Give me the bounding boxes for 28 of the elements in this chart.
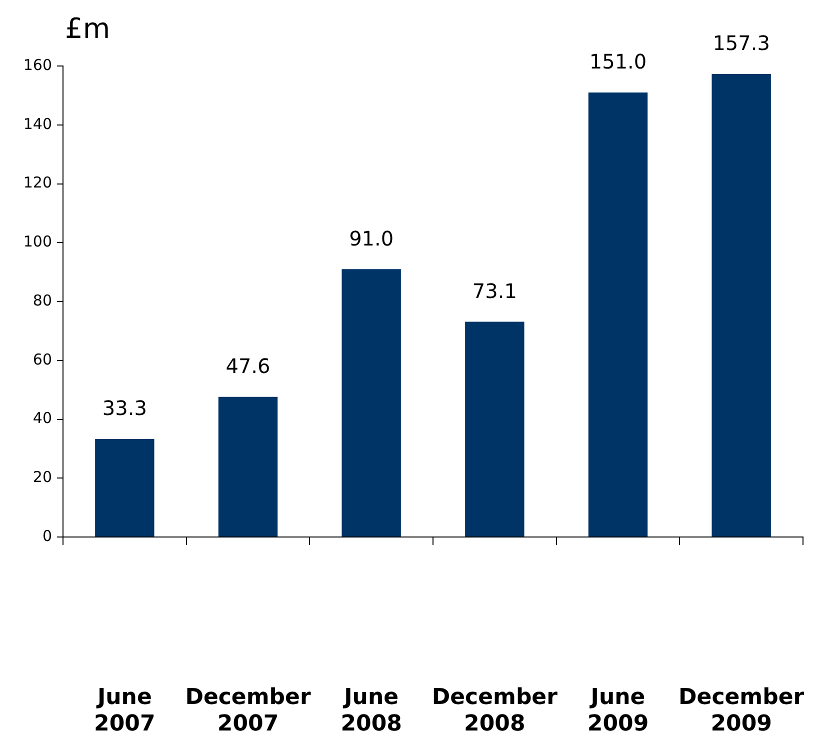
data-label: 33.3 [102, 396, 147, 420]
bar [218, 396, 278, 536]
y-tick-label: 20 [32, 468, 52, 486]
bar [465, 322, 524, 536]
x-tick-label: December 2007 [185, 684, 311, 736]
bar [712, 74, 771, 536]
bar [588, 92, 648, 536]
x-tick-label: June 2009 [587, 684, 649, 736]
y-tick-label: 120 [23, 174, 52, 192]
bar [95, 438, 154, 536]
y-tick-label: 140 [23, 114, 52, 133]
data-label: 157.3 [712, 31, 770, 56]
x-tick-label: December 2009 [678, 684, 804, 736]
y-tick-label: 40 [32, 409, 52, 428]
x-tick-label: December 2008 [432, 684, 558, 736]
data-label: 91.0 [349, 226, 394, 250]
y-axis-title: £m [65, 12, 110, 45]
y-tick-label: 160 [23, 56, 52, 74]
y-tick-label: 0 [42, 526, 52, 545]
y-tick-label: 60 [32, 350, 52, 368]
data-label: 73.1 [472, 279, 517, 304]
bar [342, 269, 401, 536]
y-tick-label: 80 [32, 291, 52, 310]
data-label: 47.6 [226, 354, 270, 378]
x-tick-label: June 2007 [94, 684, 156, 736]
x-tick-label: June 2008 [340, 684, 402, 736]
data-label: 151.0 [589, 50, 647, 74]
y-tick-label: 100 [23, 232, 52, 251]
